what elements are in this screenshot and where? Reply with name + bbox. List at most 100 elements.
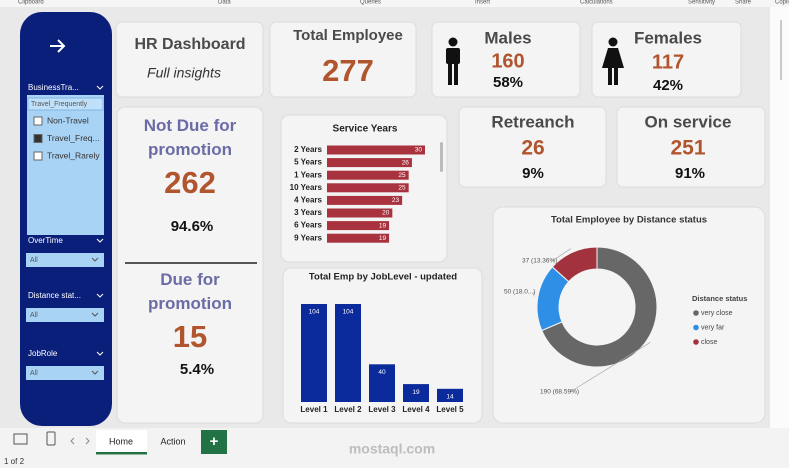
card-share: 94.6% bbox=[171, 218, 214, 235]
card-value: 262 bbox=[164, 165, 216, 200]
slicer-dropdown[interactable] bbox=[26, 308, 104, 322]
bar bbox=[403, 384, 429, 402]
slicer-label: OverTime bbox=[28, 236, 63, 245]
ribbon-bar bbox=[0, 0, 789, 7]
ribbon-group: Calculations bbox=[580, 0, 613, 6]
data-label: 25 bbox=[398, 172, 406, 179]
legend-swatch bbox=[693, 310, 699, 316]
leader-line bbox=[569, 341, 651, 393]
page-tab-label[interactable]: Action bbox=[160, 436, 185, 446]
card-label: Females bbox=[634, 28, 702, 47]
add-page-label[interactable]: + bbox=[210, 433, 219, 450]
chart-title: Service Years bbox=[333, 124, 398, 135]
data-label: 26 bbox=[402, 159, 410, 166]
slicer-selected: All bbox=[30, 257, 38, 264]
dashboard-subtitle: Full insights bbox=[147, 65, 221, 81]
checkbox[interactable] bbox=[33, 134, 43, 143]
ribbon-group: Insert bbox=[475, 0, 490, 6]
checkbox[interactable] bbox=[33, 151, 43, 161]
slicer-option[interactable]: Travel_Freq... bbox=[47, 133, 100, 143]
ribbon-group: Share bbox=[735, 0, 752, 6]
card bbox=[269, 21, 417, 98]
ribbon: Clipboard Data Queries Insert Calculations Se… bbox=[18, 0, 789, 6]
category-label: Level 1 bbox=[300, 405, 328, 414]
data-label: 50 (18.0...) bbox=[504, 289, 535, 296]
card bbox=[458, 106, 607, 188]
nav-arrows[interactable] bbox=[70, 437, 90, 445]
category-label: 4 Years bbox=[294, 196, 322, 205]
data-label: 23 bbox=[392, 197, 400, 204]
job-level-chart: 104 Level 1 104 Level 2 40 Level 3 19 Level 4 14… bbox=[300, 304, 464, 414]
card-share: 9% bbox=[522, 165, 544, 182]
mobile-icon[interactable] bbox=[46, 431, 56, 446]
category-label: 3 Years bbox=[294, 208, 322, 217]
slicer-chevron bbox=[91, 257, 99, 262]
add-page-button[interactable] bbox=[201, 430, 227, 454]
bar bbox=[327, 233, 390, 243]
bar bbox=[327, 170, 409, 180]
card-share: 58% bbox=[493, 74, 523, 91]
collapse-arrow[interactable] bbox=[50, 39, 66, 53]
scrollbar[interactable] bbox=[440, 142, 443, 172]
ribbon-group: Copilot bbox=[775, 0, 789, 6]
category-label: Level 2 bbox=[334, 405, 362, 414]
page-tab-label[interactable]: Home bbox=[109, 436, 133, 446]
slicer-label: JobRole bbox=[28, 349, 58, 358]
category-label: Level 5 bbox=[436, 405, 464, 414]
card-value: 117 bbox=[652, 51, 684, 73]
card-label: Not Due for promotion bbox=[143, 116, 237, 159]
legend-swatch bbox=[693, 324, 699, 331]
bar bbox=[327, 208, 393, 218]
bar bbox=[327, 183, 409, 193]
leader-line bbox=[551, 248, 572, 262]
card-share: 5.4% bbox=[180, 361, 214, 378]
slicer-label: Distance stat... bbox=[28, 291, 81, 300]
slicer-option[interactable]: Travel_Rarely bbox=[47, 150, 100, 160]
bar bbox=[327, 158, 412, 168]
card-value: 251 bbox=[670, 137, 705, 160]
card-value: 160 bbox=[491, 50, 524, 72]
slicer-dropdown[interactable] bbox=[27, 97, 104, 111]
card bbox=[115, 21, 264, 98]
donut-slice bbox=[551, 246, 598, 283]
tabs: Home Action + bbox=[96, 430, 227, 455]
slicer-dropdown[interactable] bbox=[26, 253, 104, 267]
card-label: Total Employee bbox=[293, 27, 403, 44]
page-tab[interactable] bbox=[96, 430, 147, 455]
right-pane bbox=[770, 7, 789, 428]
slicers: BusinessTra... Travel_Frequently Non-Trave… bbox=[26, 83, 104, 380]
card bbox=[431, 21, 581, 98]
card-value: 277 bbox=[322, 53, 374, 88]
data-label: 190 (68.59%) bbox=[540, 389, 579, 396]
slicer-chevron bbox=[96, 293, 104, 298]
legend-title: Distance status bbox=[692, 294, 747, 303]
female-icon bbox=[602, 37, 624, 85]
label-box: Not Due for promotion bbox=[143, 116, 237, 159]
category-label: Level 4 bbox=[402, 405, 430, 414]
slicer-option[interactable]: Non-Travel bbox=[47, 115, 89, 125]
distance-chart: 190 (68.59%) very close 50 (18.0...) very f… bbox=[504, 246, 747, 396]
data-label: 20 bbox=[382, 210, 390, 217]
data-label: 19 bbox=[412, 389, 420, 396]
slicer-dropdown[interactable] bbox=[26, 366, 104, 380]
slicer-chevron bbox=[91, 312, 99, 317]
card-share: 42% bbox=[653, 77, 683, 94]
service-years-chart: 2 Years 30 5 Years 26 1 Years 25 10 Years 25 4 Y… bbox=[290, 145, 425, 243]
legend-entry[interactable]: close bbox=[701, 339, 717, 346]
checkbox[interactable] bbox=[33, 116, 43, 126]
card-label: Males bbox=[484, 28, 531, 47]
legend-entry[interactable]: very far bbox=[701, 324, 725, 331]
slicer-chevron bbox=[96, 351, 104, 356]
legend-swatch bbox=[693, 339, 699, 345]
ribbon-group: Data bbox=[218, 0, 231, 6]
desktop-icon[interactable] bbox=[13, 433, 28, 445]
card bbox=[616, 106, 766, 188]
legend-entry[interactable]: very close bbox=[701, 310, 733, 317]
slicer-selected: All bbox=[30, 312, 38, 319]
data-label: 19 bbox=[379, 222, 387, 229]
data-label: 14 bbox=[446, 394, 454, 401]
page-tab[interactable] bbox=[148, 430, 199, 455]
data-label: 40 bbox=[378, 369, 386, 376]
chart-title: Total Employee by Distance status bbox=[551, 215, 707, 226]
